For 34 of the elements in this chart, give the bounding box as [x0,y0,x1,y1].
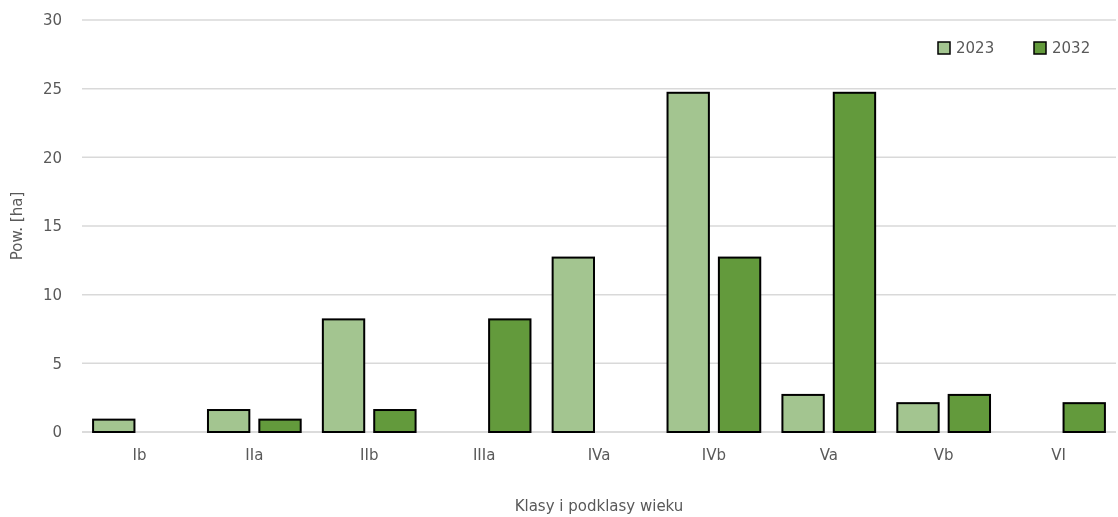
y-tick-label: 25 [42,79,62,98]
bar [206,409,251,433]
bar [373,409,417,433]
y-tick-label: 0 [52,423,62,442]
y-tick-label: 10 [42,285,62,304]
x-tick-label: Va [819,446,838,464]
x-tick-label: Ib [132,446,147,464]
x-tick-label: IVa [587,446,611,464]
bar [832,91,877,433]
bar [258,418,302,433]
x-axis-title: Klasy i podklasy wieku [514,497,684,515]
x-tick-label: IIb [360,446,379,464]
bar [92,418,136,433]
x-tick-label: Vb [933,446,954,464]
bar [1062,402,1106,433]
bar [781,393,825,433]
y-axis-title: Pow. [ha] [8,191,26,261]
x-tick-label: IIIa [472,446,496,464]
x-tick-label: VI [1051,446,1066,464]
bar [666,91,710,433]
bar [321,318,366,433]
y-tick-label: 30 [42,11,62,30]
bar [717,256,762,433]
x-tick-label: IIa [245,446,264,464]
bar [488,318,532,433]
legend-label: 2023 [956,39,995,58]
y-tick-label: 20 [42,148,62,167]
bar [947,393,992,433]
x-tick-label: IVb [701,446,726,464]
y-tick-label: 5 [52,354,62,373]
bar [896,402,940,433]
legend-label: 2032 [1052,39,1091,58]
bar [551,256,595,433]
y-tick-label: 15 [42,217,62,236]
